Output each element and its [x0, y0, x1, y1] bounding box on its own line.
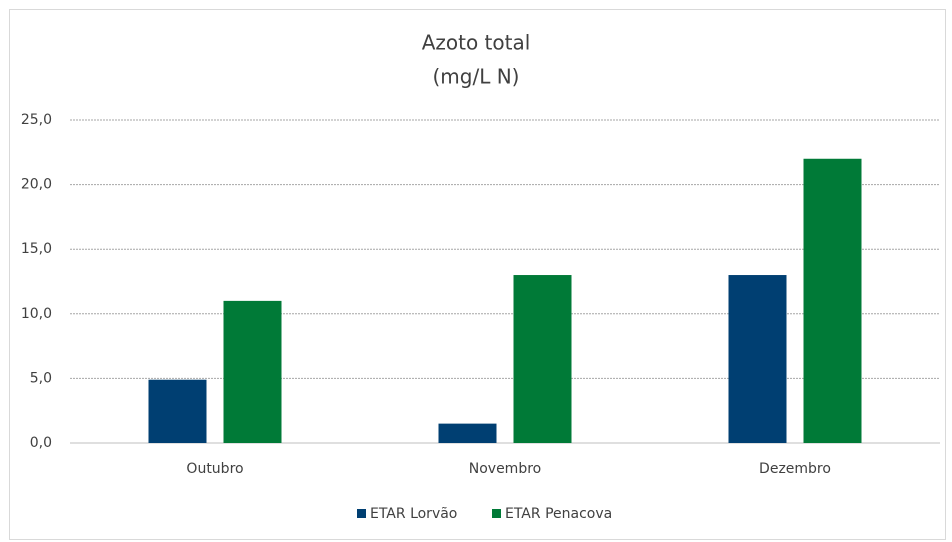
y-tick-label: 25,0: [21, 112, 52, 128]
bar: [148, 379, 207, 443]
y-tick-label: 20,0: [21, 177, 52, 193]
x-tick-label: Dezembro: [759, 461, 831, 477]
chart-title: Azoto total: [422, 31, 531, 55]
chart-frame: [9, 9, 946, 540]
y-tick-label: 10,0: [21, 306, 52, 322]
x-tick-label: Outubro: [186, 461, 243, 477]
y-tick-label: 5,0: [30, 370, 52, 386]
legend-label: ETAR Lorvão: [370, 506, 457, 522]
bar: [803, 158, 862, 443]
y-tick-label: 0,0: [30, 435, 52, 451]
bar: [513, 275, 572, 443]
legend-swatch: [357, 509, 366, 518]
y-tick-label: 15,0: [21, 241, 52, 257]
x-tick-label: Novembro: [469, 461, 541, 477]
chart-subtitle: (mg/L N): [433, 65, 520, 89]
bar: [728, 275, 787, 443]
legend-swatch: [492, 509, 501, 518]
bar: [438, 423, 497, 443]
bar: [223, 300, 282, 443]
legend-label: ETAR Penacova: [505, 506, 612, 522]
